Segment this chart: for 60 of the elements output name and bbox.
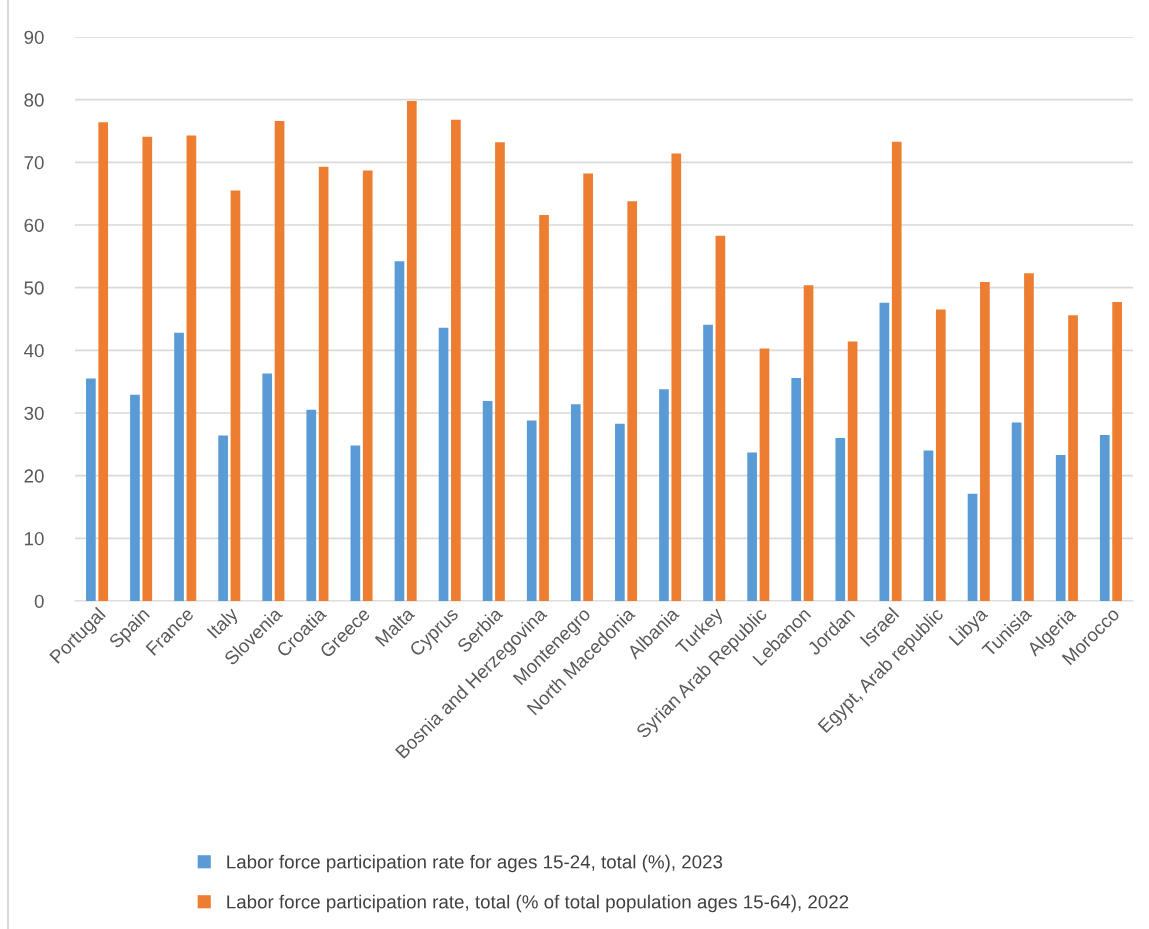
bar bbox=[1068, 315, 1078, 601]
bar bbox=[1011, 422, 1022, 601]
bar bbox=[394, 261, 405, 601]
legend-label: Labor force participation rate for ages 15-24, total (%), 2023 bbox=[227, 854, 723, 873]
bar bbox=[967, 493, 978, 601]
bar bbox=[570, 404, 581, 601]
bar bbox=[142, 136, 153, 601]
bar bbox=[615, 423, 625, 601]
bar bbox=[262, 373, 273, 601]
bar bbox=[1024, 273, 1034, 601]
bar bbox=[791, 377, 802, 601]
bar bbox=[715, 235, 726, 601]
y-tick-label: 60 bbox=[24, 218, 44, 232]
bar bbox=[350, 445, 361, 601]
bar bbox=[879, 302, 890, 601]
y-tick-label: 80 bbox=[24, 93, 44, 107]
legend-label: Labor force participation rate, total (% of total population ages 15-64), 2022 bbox=[227, 894, 849, 913]
bar bbox=[1055, 454, 1066, 601]
y-tick-label: 90 bbox=[24, 30, 44, 44]
y-tick-label: 50 bbox=[24, 281, 44, 295]
y-tick-label: 70 bbox=[24, 156, 44, 170]
bar bbox=[98, 122, 109, 601]
bar bbox=[230, 190, 241, 601]
bar bbox=[671, 153, 682, 601]
bar bbox=[218, 435, 228, 601]
y-tick-label: 20 bbox=[24, 469, 44, 483]
bar bbox=[274, 120, 285, 601]
bar bbox=[186, 135, 197, 601]
bar bbox=[847, 341, 858, 601]
bar bbox=[1099, 434, 1110, 601]
y-tick-label: 30 bbox=[24, 406, 44, 420]
bar bbox=[526, 420, 537, 601]
bar bbox=[406, 100, 417, 601]
bar bbox=[980, 282, 990, 601]
bar bbox=[318, 166, 329, 601]
y-tick-label: 40 bbox=[24, 344, 44, 358]
bar bbox=[306, 409, 317, 601]
bar bbox=[759, 348, 770, 601]
bar bbox=[495, 142, 505, 601]
bar bbox=[803, 285, 814, 601]
bar bbox=[130, 394, 140, 601]
y-tick-label: 0 bbox=[34, 594, 44, 608]
bar bbox=[539, 214, 549, 601]
bar bbox=[482, 401, 493, 601]
bar bbox=[747, 452, 757, 601]
bar bbox=[174, 332, 184, 601]
bar bbox=[923, 450, 934, 601]
bar bbox=[891, 141, 902, 601]
bar bbox=[1112, 302, 1122, 601]
bar bbox=[703, 324, 713, 601]
y-tick-label: 10 bbox=[25, 532, 44, 546]
bar bbox=[835, 438, 846, 601]
bar bbox=[86, 378, 96, 601]
bar bbox=[627, 201, 638, 601]
bar bbox=[451, 119, 461, 601]
bar bbox=[659, 389, 669, 601]
bar bbox=[935, 309, 946, 601]
bar bbox=[583, 173, 593, 601]
bar bbox=[362, 170, 373, 601]
bar bbox=[438, 327, 449, 601]
